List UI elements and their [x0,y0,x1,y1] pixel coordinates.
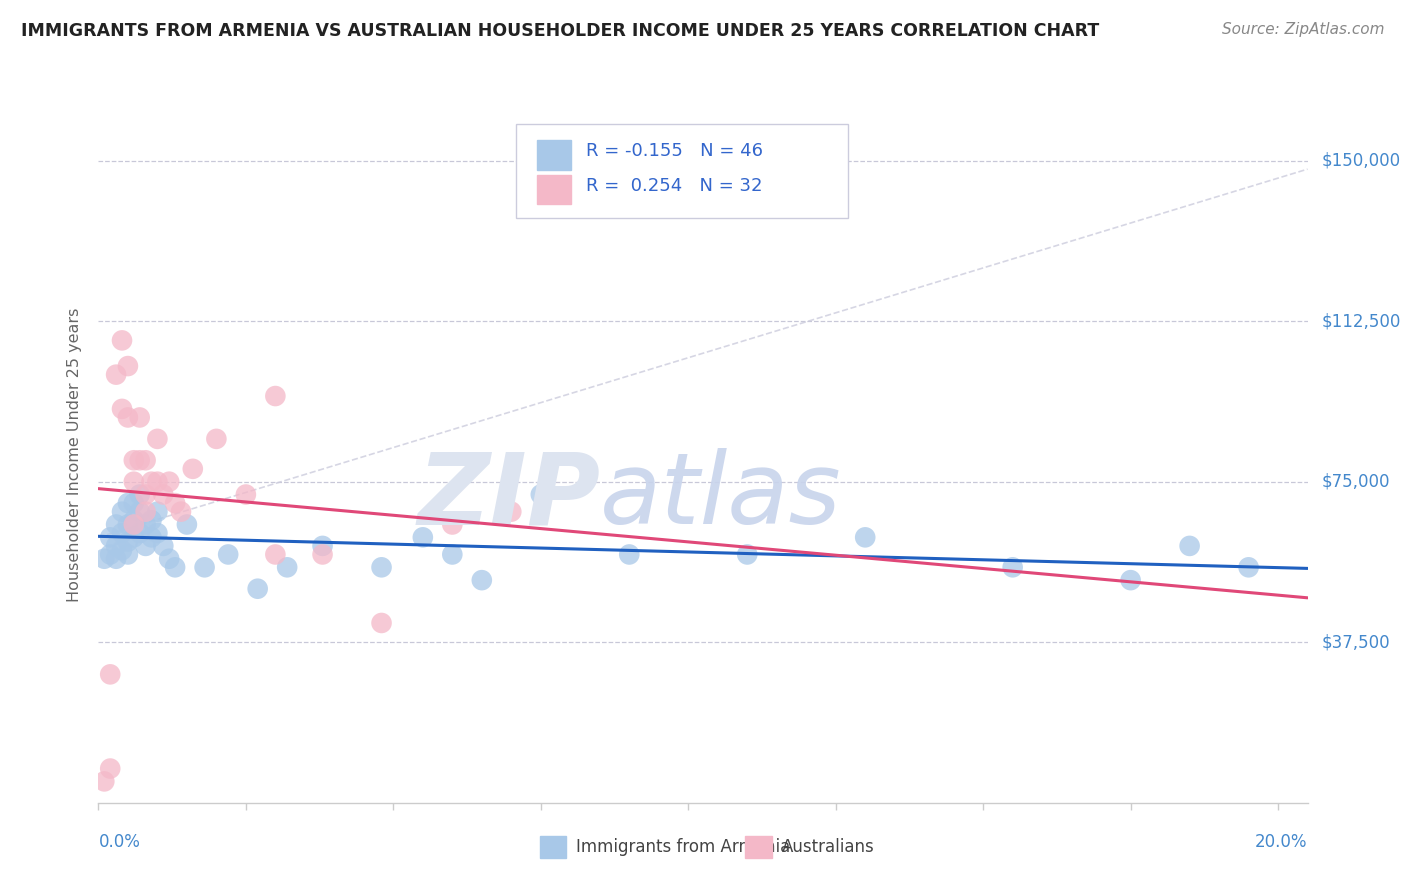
Point [105,368,128,382]
Point [111,526,134,541]
Point [471,573,494,587]
Point [181,462,204,476]
Text: $75,000: $75,000 [1322,473,1391,491]
Point [98,762,121,776]
Point [111,505,134,519]
Point [105,517,128,532]
Bar [537,175,571,204]
Point [122,517,145,532]
Point [98,548,121,562]
Point [157,475,180,489]
Point [853,530,876,544]
Point [530,487,553,501]
Point [205,432,228,446]
Point [501,505,523,519]
Point [735,548,758,562]
Point [157,551,180,566]
Point [176,517,198,532]
Point [93,551,115,566]
Point [370,615,392,630]
Text: Australians: Australians [782,838,875,856]
Point [122,453,145,467]
Bar [745,836,772,858]
Point [111,334,134,348]
Point [135,517,157,532]
Point [246,582,269,596]
Point [135,453,157,467]
Point [1119,573,1142,587]
Point [264,548,287,562]
Point [117,534,139,549]
Point [111,543,134,558]
Point [170,505,193,519]
Point [152,487,174,501]
Point [122,530,145,544]
Point [311,548,333,562]
Point [141,475,163,489]
Point [98,667,121,681]
Point [122,475,145,489]
FancyBboxPatch shape [516,124,848,219]
Point [165,496,187,510]
Point [105,539,128,553]
Text: Source: ZipAtlas.com: Source: ZipAtlas.com [1222,22,1385,37]
Point [141,530,163,544]
Point [128,526,150,541]
Point [122,496,145,510]
Point [194,560,217,574]
Point [370,560,392,574]
Point [412,530,434,544]
Y-axis label: Householder Income Under 25 years: Householder Income Under 25 years [67,308,83,602]
Point [146,526,169,541]
Text: R =  0.254   N = 32: R = 0.254 N = 32 [586,177,762,194]
Text: $112,500: $112,500 [1322,312,1400,330]
Point [135,505,157,519]
Point [146,505,169,519]
Point [619,548,641,562]
Point [98,530,121,544]
Point [311,539,333,553]
Point [128,453,150,467]
Point [117,517,139,532]
Point [235,487,257,501]
Point [165,560,187,574]
Point [441,517,464,532]
Point [128,487,150,501]
Point [152,539,174,553]
Point [117,410,139,425]
Point [135,487,157,501]
Point [441,548,464,562]
Point [117,548,139,562]
Text: ZIP: ZIP [418,448,600,545]
Text: IMMIGRANTS FROM ARMENIA VS AUSTRALIAN HOUSEHOLDER INCOME UNDER 25 YEARS CORRELAT: IMMIGRANTS FROM ARMENIA VS AUSTRALIAN HO… [21,22,1099,40]
Text: Immigrants from Armenia: Immigrants from Armenia [576,838,790,856]
Point [128,410,150,425]
Text: $150,000: $150,000 [1322,152,1400,169]
Point [217,548,239,562]
Text: atlas: atlas [600,448,842,545]
Point [1237,560,1260,574]
Text: $37,500: $37,500 [1322,633,1391,651]
Point [117,496,139,510]
Point [111,401,134,416]
Point [117,359,139,373]
Bar [540,836,567,858]
Point [276,560,298,574]
Text: 0.0%: 0.0% [98,833,141,851]
Point [264,389,287,403]
Point [1001,560,1024,574]
Bar [537,140,571,169]
Text: 20.0%: 20.0% [1256,833,1308,851]
Point [93,774,115,789]
Point [135,539,157,553]
Point [128,505,150,519]
Point [146,432,169,446]
Point [1178,539,1201,553]
Point [122,513,145,527]
Point [105,551,128,566]
Point [141,513,163,527]
Text: R = -0.155   N = 46: R = -0.155 N = 46 [586,142,762,160]
Point [146,475,169,489]
